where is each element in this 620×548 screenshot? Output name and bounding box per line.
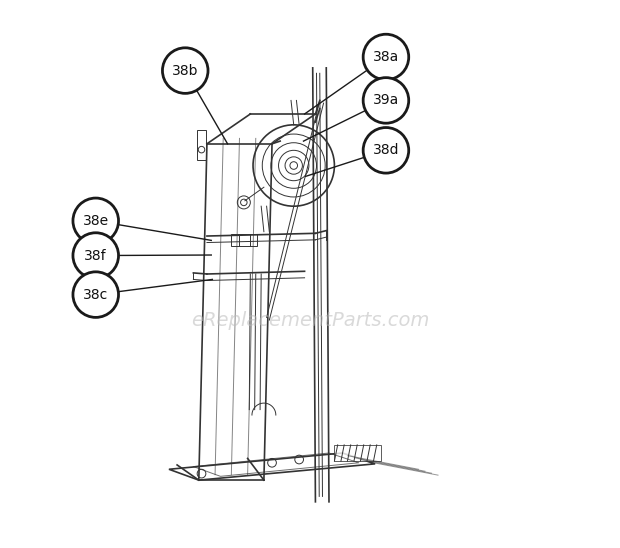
Text: 39a: 39a xyxy=(373,93,399,107)
Circle shape xyxy=(73,272,118,317)
Text: eReplacementParts.com: eReplacementParts.com xyxy=(191,311,429,329)
Text: 38d: 38d xyxy=(373,144,399,157)
Text: 38b: 38b xyxy=(172,64,198,78)
Circle shape xyxy=(363,34,409,80)
Bar xyxy=(334,445,381,461)
Text: 38e: 38e xyxy=(82,214,108,228)
Text: 38f: 38f xyxy=(84,249,107,262)
Bar xyxy=(231,234,257,246)
Text: 38a: 38a xyxy=(373,50,399,64)
Circle shape xyxy=(162,48,208,93)
Circle shape xyxy=(363,78,409,123)
Circle shape xyxy=(363,128,409,173)
Bar xyxy=(197,130,206,160)
Circle shape xyxy=(73,233,118,278)
Text: 38c: 38c xyxy=(83,288,108,301)
Circle shape xyxy=(73,198,118,244)
